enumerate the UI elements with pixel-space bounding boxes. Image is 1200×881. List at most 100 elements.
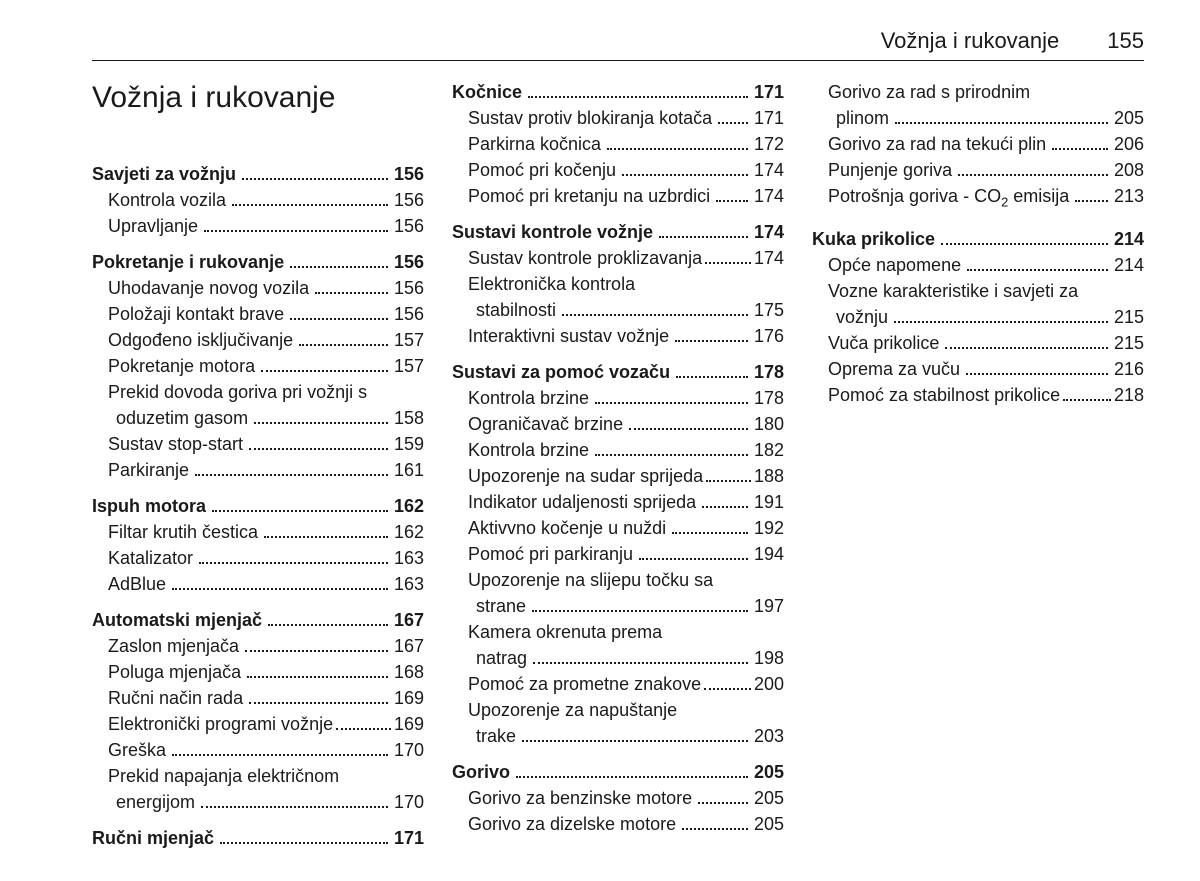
header-section-title: Vožnja i rukovanje	[881, 28, 1060, 54]
toc-page-number: 158	[394, 405, 424, 431]
toc-label: Vuča prikolice	[828, 330, 939, 356]
toc-leader	[659, 225, 748, 238]
toc-label: Gorivo za rad s prirodnim	[828, 79, 1030, 105]
toc-entry: Uhodavanje novog vozila156	[92, 275, 424, 301]
toc-page-number: 157	[394, 327, 424, 353]
toc-label: Prekid dovoda goriva pri vožnji s	[108, 379, 367, 405]
toc-page-number: 156	[394, 213, 424, 239]
toc-entry: Sustav kontrole proklizavanja174	[452, 245, 784, 271]
toc-entry: Elektronička kontrola	[452, 271, 784, 297]
toc-entry: Sustav protiv blokiranja kotača171	[452, 105, 784, 131]
toc-label: Elektronički programi vožnje	[108, 711, 333, 737]
toc-leader	[639, 547, 748, 560]
toc-entry: Prekid dovoda goriva pri vožnji s	[92, 379, 424, 405]
toc-entry: Pomoć za prometne znakove200	[452, 671, 784, 697]
toc-entry: Vozne karakteristike i savjeti za	[812, 278, 1144, 304]
toc-leader	[595, 391, 748, 404]
toc-page-number: 167	[394, 607, 424, 633]
toc-entry: Zaslon mjenjača167	[92, 633, 424, 659]
toc-label: Upozorenje na sudar sprijeda	[468, 463, 703, 489]
toc-leader	[516, 765, 748, 778]
toc-entry: Pomoć pri kretanju na uzbrdici174	[452, 183, 784, 209]
toc-leader	[247, 665, 388, 678]
toc-leader	[705, 251, 751, 264]
toc-page-number: 203	[754, 723, 784, 749]
toc-page-number: 171	[754, 79, 784, 105]
toc-leader	[895, 111, 1108, 124]
toc-page-number: 214	[1114, 252, 1144, 278]
toc-column-2: Kočnice171Sustav protiv blokiranja kotač…	[452, 79, 784, 861]
toc-leader	[894, 310, 1108, 323]
toc-page-number: 192	[754, 515, 784, 541]
toc-entry: Pomoć pri parkiranju194	[452, 541, 784, 567]
toc-label: Greška	[108, 737, 166, 763]
toc-leader	[261, 359, 388, 372]
toc-leader	[195, 463, 388, 476]
toc-entry: Elektronički programi vožnje169	[92, 711, 424, 737]
toc-label: Pokretanje i rukovanje	[92, 249, 284, 275]
toc-label: vožnju	[836, 304, 888, 330]
toc-section-heading: Gorivo205	[452, 759, 784, 785]
toc-page-number: 200	[754, 671, 784, 697]
toc-entry: Gorivo za rad na tekući plin206	[812, 131, 1144, 157]
toc-leader	[532, 599, 748, 612]
toc-section-heading: Automatski mjenjač167	[92, 607, 424, 633]
toc-leader	[629, 417, 748, 430]
toc-leader	[702, 495, 748, 508]
toc-entry: Potrošnja goriva - CO2 emisija213	[812, 183, 1144, 216]
toc-leader	[522, 729, 748, 742]
toc-label: Pokretanje motora	[108, 353, 255, 379]
toc-label: Ručni način rada	[108, 685, 243, 711]
toc-label: Kamera okrenuta prema	[468, 619, 662, 645]
toc-entry: Parkirna kočnica172	[452, 131, 784, 157]
toc-group: Kočnice171Sustav protiv blokiranja kotač…	[452, 79, 784, 209]
toc-entry: Kontrola brzine178	[452, 385, 784, 411]
toc-entry: Opće napomene214	[812, 252, 1144, 278]
toc-label: Položaji kontakt brave	[108, 301, 284, 327]
toc-leader	[716, 189, 748, 202]
toc-leader	[595, 443, 748, 456]
toc-label: Zaslon mjenjača	[108, 633, 239, 659]
toc-label: plinom	[836, 105, 889, 131]
toc-label: oduzetim gasom	[116, 405, 248, 431]
toc-entry: Indikator udaljenosti sprijeda191	[452, 489, 784, 515]
toc-page-number: 170	[394, 737, 424, 763]
toc-entry-continuation: stabilnosti175	[452, 297, 784, 323]
toc-label: Upozorenje za napuštanje	[468, 697, 677, 723]
toc-page-number: 214	[1114, 226, 1144, 252]
toc-leader	[172, 577, 388, 590]
toc-page-number: 156	[394, 301, 424, 327]
page: Vožnja i rukovanje 155 Vožnja i rukovanj…	[0, 0, 1200, 881]
toc-section-heading: Ispuh motora162	[92, 493, 424, 519]
toc-entry: Gorivo za rad s prirodnim	[812, 79, 1144, 105]
toc-leader	[1063, 388, 1111, 401]
toc-entry: Odgođeno isključivanje157	[92, 327, 424, 353]
toc-entry: Pomoć pri kočenju174	[452, 157, 784, 183]
toc-group: Gorivo za rad s prirodnimplinom205Gorivo…	[812, 79, 1144, 216]
running-header: Vožnja i rukovanje 155	[92, 28, 1144, 61]
toc-group: Kuka prikolice 214Opće napomene214Vozne k…	[812, 226, 1144, 408]
toc-leader	[533, 651, 748, 664]
toc-entry: Interaktivni sustav vožnje176	[452, 323, 784, 349]
toc-entry: Prekid napajanja električnom	[92, 763, 424, 789]
toc-page-number: 163	[394, 571, 424, 597]
toc-leader	[1052, 137, 1108, 150]
toc-section-heading: Sustavi kontrole vožnje174	[452, 219, 784, 245]
toc-column-3: Gorivo za rad s prirodnimplinom205Gorivo…	[812, 79, 1144, 861]
toc-label: Ručni mjenjač	[92, 825, 214, 851]
toc-page-number: 178	[754, 385, 784, 411]
toc-group: Ispuh motora162Filtar krutih čestica162K…	[92, 493, 424, 597]
toc-section-heading: Kuka prikolice 214	[812, 226, 1144, 252]
toc-page-number: 174	[754, 219, 784, 245]
toc-label: Indikator udaljenosti sprijeda	[468, 489, 696, 515]
toc-leader	[204, 219, 388, 232]
toc-page-number: 174	[754, 157, 784, 183]
toc-label: Kuka prikolice	[812, 226, 935, 252]
toc-page-number: 178	[754, 359, 784, 385]
toc-page-number: 159	[394, 431, 424, 457]
toc-page-number: 156	[394, 249, 424, 275]
toc-leader	[336, 717, 391, 730]
toc-group: Automatski mjenjač167Zaslon mjenjača167P…	[92, 607, 424, 815]
toc-leader	[528, 85, 748, 98]
toc-page-number: 163	[394, 545, 424, 571]
